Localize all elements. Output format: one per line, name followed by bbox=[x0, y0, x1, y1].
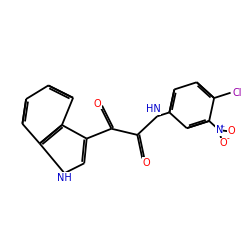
Text: Cl: Cl bbox=[233, 88, 242, 98]
Text: N: N bbox=[216, 125, 223, 135]
Text: O: O bbox=[142, 158, 150, 168]
Text: O: O bbox=[220, 138, 227, 148]
Text: +: + bbox=[220, 124, 225, 129]
Text: O: O bbox=[228, 126, 235, 136]
Text: -: - bbox=[226, 134, 229, 143]
Text: O: O bbox=[94, 99, 102, 109]
Text: HN: HN bbox=[146, 104, 161, 115]
Text: NH: NH bbox=[57, 173, 72, 183]
